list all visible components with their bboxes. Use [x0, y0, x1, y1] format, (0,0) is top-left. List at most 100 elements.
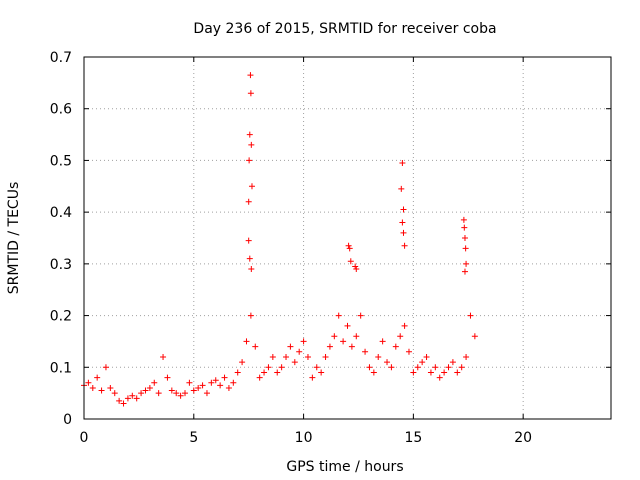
data-point — [471, 333, 478, 340]
data-point — [190, 387, 197, 394]
data-point — [300, 338, 307, 345]
data-point — [195, 384, 202, 391]
data-point — [309, 374, 316, 381]
data-point — [116, 397, 123, 404]
data-point — [265, 364, 272, 371]
data-point — [164, 374, 171, 381]
data-point — [212, 377, 219, 384]
data-point — [322, 353, 329, 360]
data-point — [400, 229, 407, 236]
data-point — [419, 359, 426, 366]
data-point — [379, 338, 386, 345]
x-tick-label: 15 — [404, 430, 422, 446]
data-point — [246, 255, 253, 262]
data-point — [247, 312, 254, 319]
data-points — [81, 72, 478, 407]
data-point — [217, 382, 224, 389]
data-point — [252, 343, 259, 350]
chart-title: Day 236 of 2015, SRMTID for receiver cob… — [193, 21, 496, 37]
data-point — [283, 353, 290, 360]
data-point — [392, 343, 399, 350]
data-point — [432, 364, 439, 371]
data-point — [441, 369, 448, 376]
data-point — [291, 359, 298, 366]
plot-frame — [83, 56, 612, 420]
data-point — [173, 390, 180, 397]
axis-ticks: 0 5 10 15 20 0 0.1 0.2 0.3 0.4 0.5 0.6 0.7 — [50, 50, 611, 446]
data-point — [445, 364, 452, 371]
data-point — [340, 338, 347, 345]
data-point — [467, 312, 474, 319]
data-point — [388, 364, 395, 371]
data-point — [410, 369, 417, 376]
data-point — [221, 374, 228, 381]
data-point — [248, 141, 255, 148]
data-point — [353, 333, 360, 340]
data-point — [230, 379, 237, 386]
data-point — [462, 245, 469, 252]
data-point — [384, 359, 391, 366]
y-axis-label: SRMTID / TECUs — [6, 182, 22, 295]
y-tick-label: 0.6 — [50, 102, 72, 118]
data-point — [454, 369, 461, 376]
data-point — [335, 312, 342, 319]
data-point — [362, 348, 369, 355]
data-point — [225, 384, 232, 391]
data-point — [111, 390, 118, 397]
y-tick-label: 0.3 — [50, 257, 72, 273]
data-point — [399, 219, 406, 226]
data-point — [461, 268, 468, 275]
data-point — [124, 395, 131, 402]
data-point — [248, 266, 255, 273]
grid — [84, 57, 611, 419]
x-tick-label: 10 — [295, 430, 313, 446]
data-point — [146, 384, 153, 391]
data-point — [398, 185, 405, 192]
data-point — [133, 395, 140, 402]
data-point — [245, 237, 252, 244]
data-point — [247, 72, 254, 79]
data-point — [401, 242, 408, 249]
data-point — [138, 390, 145, 397]
data-point — [248, 183, 255, 190]
data-point — [400, 206, 407, 213]
y-tick-label: 0.4 — [50, 205, 72, 221]
data-point — [460, 216, 467, 223]
x-tick-label: 5 — [189, 430, 198, 446]
data-point — [151, 379, 158, 386]
x-tick-label: 20 — [514, 430, 532, 446]
data-point — [370, 369, 377, 376]
data-point — [129, 392, 136, 399]
data-point — [168, 387, 175, 394]
data-point — [94, 374, 101, 381]
data-point — [318, 369, 325, 376]
data-point — [120, 400, 127, 407]
data-point — [427, 369, 434, 376]
data-point — [245, 198, 252, 205]
data-point — [208, 379, 215, 386]
data-point — [85, 379, 92, 386]
data-point — [463, 353, 470, 360]
data-point — [107, 384, 114, 391]
y-tick-label: 0.2 — [50, 309, 72, 325]
data-point — [89, 384, 96, 391]
x-tick-label: 0 — [80, 430, 89, 446]
data-point — [247, 90, 254, 97]
data-point — [423, 353, 430, 360]
data-point — [155, 390, 162, 397]
data-point — [182, 390, 189, 397]
data-point — [352, 263, 359, 270]
data-point — [348, 343, 355, 350]
data-point — [331, 333, 338, 340]
data-point — [269, 353, 276, 360]
y-tick-label: 0.7 — [50, 50, 72, 66]
data-point — [461, 235, 468, 241]
data-point — [346, 245, 353, 252]
y-tick-label: 0 — [63, 412, 72, 428]
y-tick-label: 0.1 — [50, 360, 72, 376]
data-point — [102, 364, 109, 371]
x-axis-label: GPS time / hours — [286, 459, 403, 475]
data-point — [375, 353, 382, 360]
y-tick-label: 0.5 — [50, 153, 72, 169]
data-point — [463, 260, 470, 267]
